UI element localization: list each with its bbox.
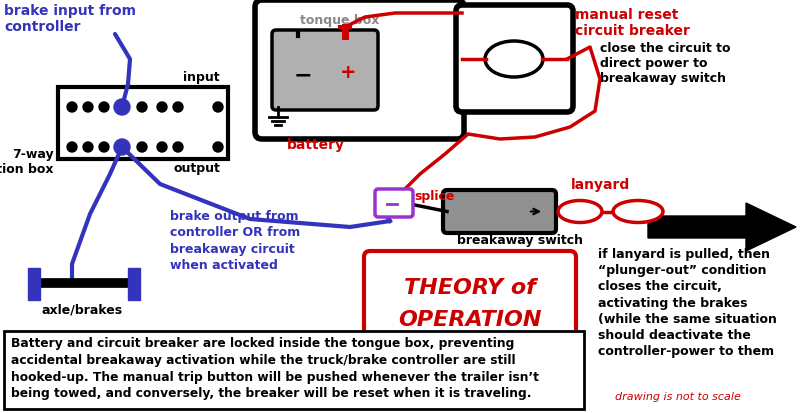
Circle shape bbox=[83, 142, 93, 153]
Bar bbox=[128, 268, 140, 300]
Text: breakaway switch: breakaway switch bbox=[457, 233, 583, 247]
Circle shape bbox=[99, 103, 109, 113]
Text: 7-way
junction box: 7-way junction box bbox=[0, 147, 54, 176]
FancyBboxPatch shape bbox=[272, 31, 378, 111]
Text: brake input from
controller: brake input from controller bbox=[4, 4, 136, 34]
Text: input: input bbox=[183, 71, 220, 84]
Circle shape bbox=[213, 103, 223, 113]
FancyBboxPatch shape bbox=[255, 1, 464, 140]
Text: +: + bbox=[340, 62, 356, 81]
Text: battery: battery bbox=[287, 138, 345, 152]
Text: brake output from
controller OR from
breakaway circuit
when activated: brake output from controller OR from bre… bbox=[170, 209, 300, 272]
Circle shape bbox=[67, 142, 77, 153]
Circle shape bbox=[83, 103, 93, 113]
FancyBboxPatch shape bbox=[443, 190, 556, 233]
Text: −: − bbox=[294, 65, 312, 85]
Text: splice: splice bbox=[414, 190, 454, 202]
Circle shape bbox=[114, 100, 130, 116]
Circle shape bbox=[99, 142, 109, 153]
FancyArrow shape bbox=[648, 204, 796, 252]
Circle shape bbox=[137, 142, 147, 153]
Text: drawing is not to scale: drawing is not to scale bbox=[615, 391, 741, 401]
Ellipse shape bbox=[613, 201, 663, 223]
Text: axle/brakes: axle/brakes bbox=[42, 303, 122, 316]
Circle shape bbox=[114, 140, 130, 156]
FancyBboxPatch shape bbox=[456, 6, 573, 113]
Bar bbox=[4, 331, 584, 409]
Circle shape bbox=[157, 142, 167, 153]
Circle shape bbox=[117, 142, 127, 153]
Circle shape bbox=[157, 103, 167, 113]
Text: Battery and circuit breaker are locked inside the tongue box, preventing
acciden: Battery and circuit breaker are locked i… bbox=[11, 336, 539, 399]
Circle shape bbox=[213, 142, 223, 153]
Text: if lanyard is pulled, then
“plunger-out” condition
closes the circuit,
activatin: if lanyard is pulled, then “plunger-out”… bbox=[598, 247, 777, 357]
Text: manual reset
circuit breaker: manual reset circuit breaker bbox=[575, 8, 690, 38]
Circle shape bbox=[117, 103, 127, 113]
Text: OPERATION: OPERATION bbox=[398, 309, 542, 329]
Circle shape bbox=[137, 103, 147, 113]
Text: close the circuit to
direct power to
breakaway switch: close the circuit to direct power to bre… bbox=[600, 42, 730, 85]
Circle shape bbox=[173, 142, 183, 153]
Circle shape bbox=[67, 103, 77, 113]
Text: lanyard: lanyard bbox=[570, 178, 630, 192]
Text: output: output bbox=[173, 161, 220, 175]
Ellipse shape bbox=[558, 201, 602, 223]
FancyBboxPatch shape bbox=[364, 252, 576, 353]
Text: THEORY of: THEORY of bbox=[404, 277, 536, 297]
Ellipse shape bbox=[485, 42, 543, 78]
Text: tonque box: tonque box bbox=[300, 14, 380, 27]
Circle shape bbox=[173, 103, 183, 113]
FancyBboxPatch shape bbox=[375, 190, 413, 218]
Bar bbox=[28, 268, 40, 300]
Bar bbox=[58, 88, 228, 159]
